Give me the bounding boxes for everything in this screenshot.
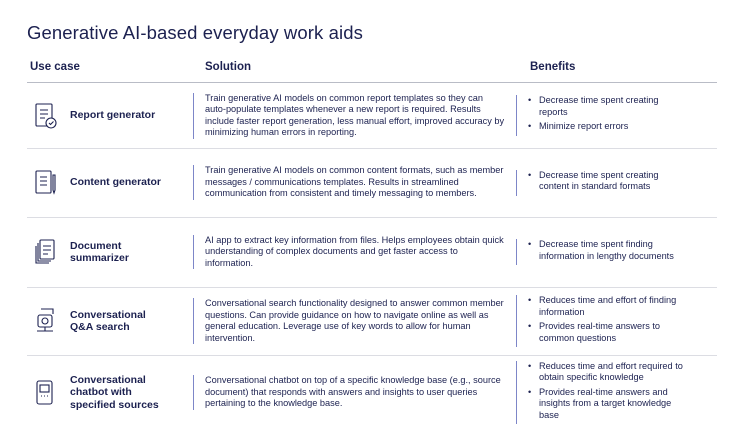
benefits: Reduces time and effort of finding infor…: [516, 295, 718, 348]
benefit: Provides real-time answers and insights …: [528, 387, 689, 422]
row-icon: [35, 239, 55, 264]
row-rule: [27, 217, 717, 218]
benefit: Minimize report errors: [528, 121, 689, 133]
benefit: Decrease time spent creating reports: [528, 95, 689, 118]
solution: Train generative AI models on common con…: [193, 165, 505, 200]
use-case: Conversational chatbot with specified so…: [70, 373, 159, 411]
use-case: Conversational Q&A search: [70, 308, 146, 334]
column-header: Benefits: [530, 61, 576, 73]
row-icon: [36, 379, 53, 405]
table-row: Conversational chatbot with specified so…: [27, 355, 717, 430]
column-header: Solution: [205, 61, 251, 73]
solution: Conversational chatbot on top of a speci…: [193, 375, 505, 410]
row-icon: [37, 308, 54, 332]
benefit: Decrease time spent finding information …: [528, 239, 689, 262]
row-icon: [35, 169, 56, 195]
benefit: Reduces time and effort required to obta…: [528, 361, 689, 384]
title: Generative AI-based everyday work aids: [27, 22, 363, 43]
benefits: Decrease time spent finding information …: [516, 239, 718, 266]
table-row: Report generator Train generative AI mode…: [27, 83, 717, 148]
benefit: Decrease time spent creating content in …: [528, 170, 689, 193]
benefits: Decrease time spent creating content in …: [516, 169, 718, 196]
benefits: Decrease time spent creating reports Mini…: [516, 95, 718, 136]
solution: Conversational search functionality desi…: [193, 298, 505, 345]
solution: Train generative AI models on common rep…: [193, 92, 505, 139]
row-rule: [27, 148, 717, 149]
row-icon: [35, 102, 57, 129]
column-header: Use case: [30, 61, 80, 73]
header-rule: [27, 82, 717, 83]
table-row: Conversational Q&A search Conversational …: [27, 287, 717, 355]
use-case: Report generator: [70, 109, 156, 121]
benefit: Provides real-time answers to common que…: [528, 321, 689, 344]
solution: AI app to extract key information from f…: [193, 234, 505, 270]
use-case: Content generator: [70, 176, 162, 188]
table-row: Content generator Train generative AI mod…: [27, 148, 717, 217]
use-case: Document summarizer: [70, 239, 129, 265]
row-rule: [27, 355, 717, 356]
benefit: Reduces time and effort of finding infor…: [528, 295, 689, 318]
table-row: Document summarizer AI app to extract key…: [27, 217, 717, 287]
benefits: Reduces time and effort required to obta…: [516, 360, 718, 425]
row-rule: [27, 287, 717, 288]
